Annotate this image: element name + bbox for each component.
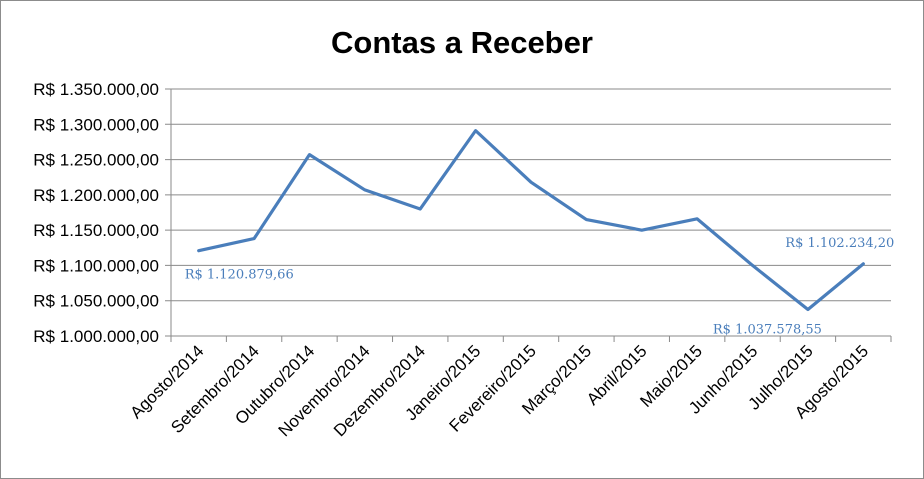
y-tick-label: R$ 1.000.000,00 xyxy=(33,327,159,346)
x-axis-ticks: Agosto/2014Setembro/2014Outubro/2014Nove… xyxy=(127,341,873,440)
y-tick-label: R$ 1.150.000,00 xyxy=(33,221,159,240)
data-label: R$ 1.102.234,20 xyxy=(785,236,894,251)
series-lines xyxy=(197,129,865,312)
y-tick-label: R$ 1.100.000,00 xyxy=(33,256,159,275)
y-axis-ticks: R$ 1.000.000,00 R$ 1.050.000,00 R$ 1.100.0… xyxy=(33,80,159,346)
chart-title: Contas a Receber xyxy=(331,25,593,60)
y-tick-label: R$ 1.050.000,00 xyxy=(33,292,159,311)
axes xyxy=(170,89,892,342)
data-label: R$ 1.037.578,55 xyxy=(713,322,822,337)
series-line xyxy=(197,129,865,312)
y-tick-label: R$ 1.350.000,00 xyxy=(33,80,159,99)
gridlines xyxy=(165,88,891,337)
y-tick-label: R$ 1.200.000,00 xyxy=(33,186,159,205)
y-tick-label: R$ 1.250.000,00 xyxy=(33,151,159,170)
y-tick-label: R$ 1.300.000,00 xyxy=(33,115,159,134)
data-labels: R$ 1.120.879,66 R$ 1.037.578,55 R$ 1.102.2… xyxy=(185,236,895,338)
data-label: R$ 1.120.879,66 xyxy=(185,268,294,283)
